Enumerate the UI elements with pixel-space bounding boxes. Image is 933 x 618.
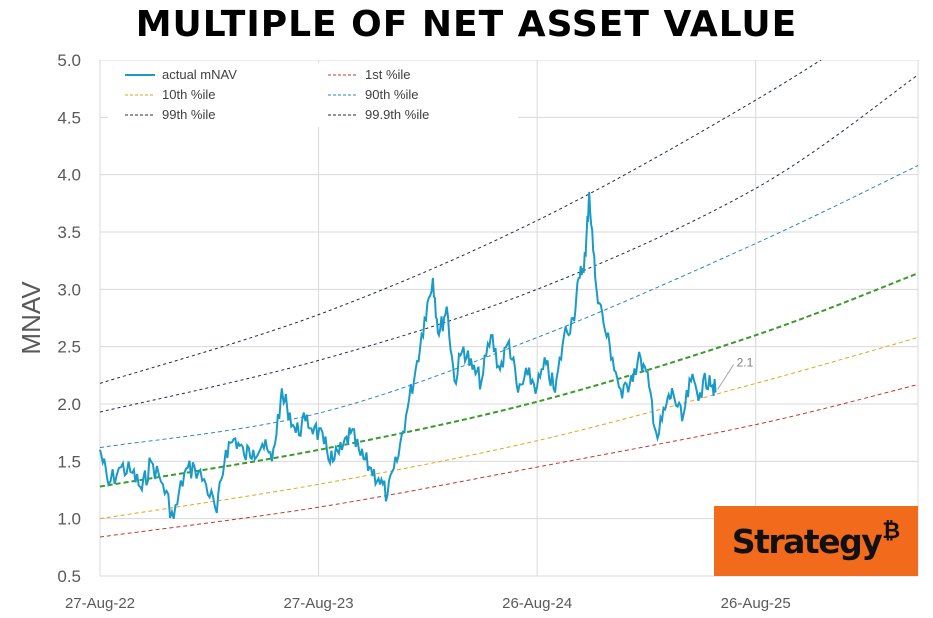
- y-tick-label: 5.0: [57, 51, 81, 70]
- plot-top-mask: [100, 0, 933, 60]
- series-line-90th-ile: [99, 165, 919, 449]
- annotation-leader: [717, 364, 735, 390]
- y-axis-label: MNAV: [16, 281, 46, 355]
- y-tick-label: 0.5: [57, 567, 81, 586]
- series-line-median: [99, 272, 919, 488]
- bitcoin-icon: ₿: [882, 519, 901, 544]
- legend-label: 10th %ile: [162, 87, 215, 102]
- y-tick-label: 1.5: [57, 452, 81, 471]
- y-tick-label: 1.0: [57, 510, 81, 529]
- y-tick-label: 4.0: [57, 166, 81, 185]
- series-line-actual-mnav: [99, 191, 717, 519]
- annotation-label: 2.1: [737, 356, 754, 370]
- x-tick-label: 26-Aug-24: [502, 595, 572, 612]
- legend: actual mNAV 1st %ile 10th %ile 90th %ile 99t…: [108, 63, 518, 127]
- series-group: [99, 0, 933, 538]
- legend-label: 1st %ile: [365, 67, 411, 82]
- x-tick-labels: 27-Aug-22 27-Aug-23 26-Aug-24 26-Aug-25: [65, 595, 791, 612]
- y-tick-label: 4.5: [57, 108, 81, 127]
- series-line-10th-ile: [99, 337, 919, 520]
- y-tick-label: 3.5: [57, 223, 81, 242]
- strategy-logo: Strategy ₿: [714, 506, 918, 576]
- legend-label: 99th %ile: [162, 107, 215, 122]
- chart-title: MULTIPLE OF NET ASSET VALUE: [135, 4, 798, 45]
- grid: [99, 59, 919, 577]
- series-line-99th-ile: [99, 74, 919, 413]
- y-tick-label: 2.5: [57, 338, 81, 357]
- legend-label: 90th %ile: [365, 87, 418, 102]
- logo-text: Strategy: [731, 521, 883, 561]
- legend-label: 99.9th %ile: [365, 107, 429, 122]
- series-line-99-9th-ile: [99, 0, 915, 384]
- legend-box: [108, 63, 518, 127]
- x-tick-label: 26-Aug-25: [721, 595, 791, 612]
- legend-label: actual mNAV: [162, 67, 237, 82]
- x-tick-label: 27-Aug-22: [65, 595, 135, 612]
- y-tick-label: 2.0: [57, 395, 81, 414]
- y-tick-labels: 5.0 4.5 4.0 3.5 3.0 2.5 2.0 1.5 1.0 0.5: [57, 51, 81, 586]
- x-tick-label: 27-Aug-23: [284, 595, 354, 612]
- annotations: 2.1: [717, 356, 754, 390]
- y-tick-label: 3.0: [57, 280, 81, 299]
- series-line-1st-ile: [99, 384, 919, 538]
